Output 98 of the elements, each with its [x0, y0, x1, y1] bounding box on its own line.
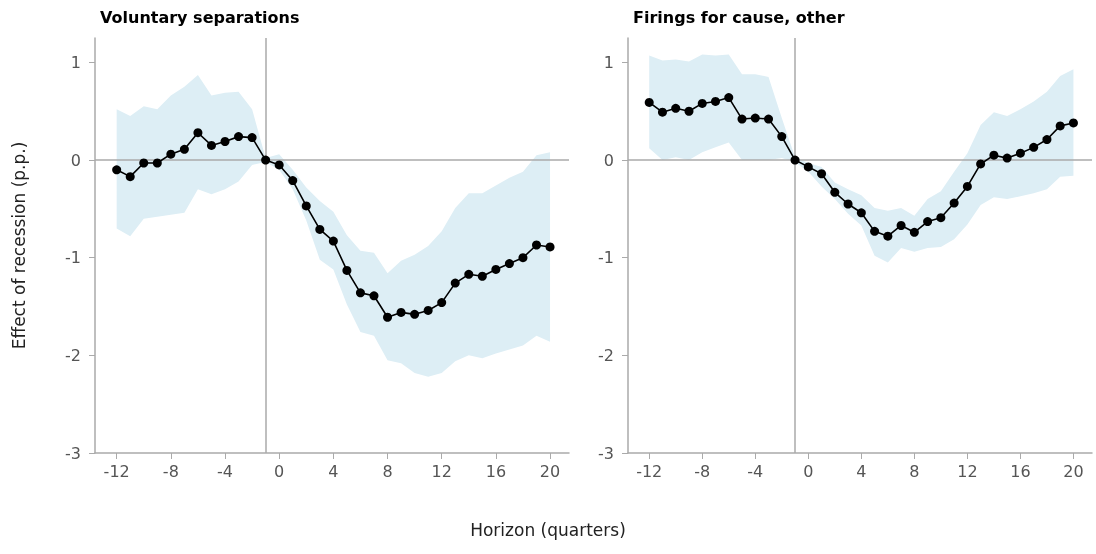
point: [139, 158, 149, 168]
point: [179, 144, 189, 154]
point: [301, 201, 311, 211]
point: [896, 220, 906, 230]
point: [193, 128, 203, 138]
x-tick-label: 12: [957, 461, 978, 481]
point: [684, 106, 694, 116]
point: [396, 307, 406, 317]
point: [724, 93, 734, 103]
x-tick-label: 0: [274, 461, 285, 481]
x-tick-label: 20: [539, 461, 561, 481]
x-tick-label: -4: [217, 461, 233, 481]
point: [830, 187, 840, 197]
point: [777, 132, 787, 142]
x-tick-label: 16: [485, 461, 507, 481]
point: [737, 114, 747, 124]
point: [464, 269, 474, 279]
point: [112, 165, 122, 175]
x-tick-label: 0: [803, 461, 814, 481]
point: [477, 271, 487, 281]
point: [410, 309, 420, 319]
point: [949, 198, 959, 208]
y-tick-label: -3: [65, 443, 81, 463]
point: [261, 155, 271, 165]
point: [750, 113, 760, 123]
point: [856, 208, 866, 218]
point: [1068, 118, 1078, 128]
point: [355, 288, 365, 298]
x-tick-label: -8: [694, 461, 711, 481]
x-tick-label: 20: [1063, 461, 1084, 481]
x-tick-label: 4: [856, 461, 867, 481]
point: [1055, 121, 1065, 131]
point: [288, 176, 298, 186]
x-tick-label: -8: [162, 461, 179, 481]
point: [1002, 153, 1012, 163]
x-tick-label: -4: [747, 461, 764, 481]
point: [843, 199, 853, 209]
y-tick-label: 1: [70, 52, 81, 72]
point: [125, 172, 135, 182]
point: [976, 159, 986, 169]
point: [1015, 148, 1025, 158]
x-tick-label: 12: [431, 461, 452, 481]
point: [764, 114, 774, 124]
point: [383, 312, 393, 322]
point: [1042, 135, 1052, 145]
x-tick-label: -12: [103, 461, 130, 481]
point: [803, 162, 813, 172]
point: [450, 278, 460, 288]
point: [152, 158, 162, 168]
point: [315, 224, 325, 234]
point: [234, 132, 244, 142]
point: [532, 240, 541, 250]
point: [989, 150, 999, 160]
point: [923, 217, 933, 227]
point: [491, 264, 501, 274]
x-tick-label: 16: [1010, 461, 1031, 481]
point: [644, 97, 654, 107]
y-tick-label: -2: [598, 345, 614, 365]
y-tick-label: 1: [603, 52, 614, 72]
y-tick-label: -2: [65, 345, 81, 365]
point: [518, 253, 528, 263]
chart-title: Voluntary separations: [100, 7, 300, 27]
point: [790, 155, 800, 165]
x-tick-label: 8: [382, 461, 393, 481]
x-axis-title: Horizon (quarters): [469, 520, 627, 540]
y-axis-title: Effect of recession (p.p.): [8, 141, 29, 350]
point: [423, 305, 433, 315]
y-tick-label: 0: [603, 150, 614, 170]
point: [247, 133, 257, 143]
point: [220, 137, 230, 146]
point: [671, 103, 681, 113]
y-tick-label: -1: [65, 248, 81, 268]
point: [936, 213, 946, 223]
x-tick-label: 4: [328, 461, 339, 481]
point: [909, 227, 919, 237]
point: [817, 169, 827, 179]
point: [369, 291, 379, 301]
chart-title: Firings for cause, other: [633, 7, 845, 27]
point: [166, 149, 176, 159]
point: [697, 98, 707, 108]
y-tick-label: -1: [598, 248, 614, 268]
point: [274, 160, 284, 170]
x-tick-label: 8: [909, 461, 920, 481]
y-tick-label: 0: [70, 150, 81, 170]
point: [504, 259, 514, 269]
point: [437, 298, 447, 308]
point: [657, 107, 667, 117]
point: [962, 181, 972, 191]
point: [711, 96, 720, 106]
point: [342, 265, 352, 275]
point: [870, 226, 880, 236]
point: [545, 242, 555, 252]
x-tick-label: -12: [636, 461, 663, 481]
y-tick-label: -3: [598, 443, 614, 463]
point: [1029, 142, 1039, 152]
point: [206, 140, 216, 150]
point: [328, 236, 338, 246]
point: [883, 231, 893, 241]
